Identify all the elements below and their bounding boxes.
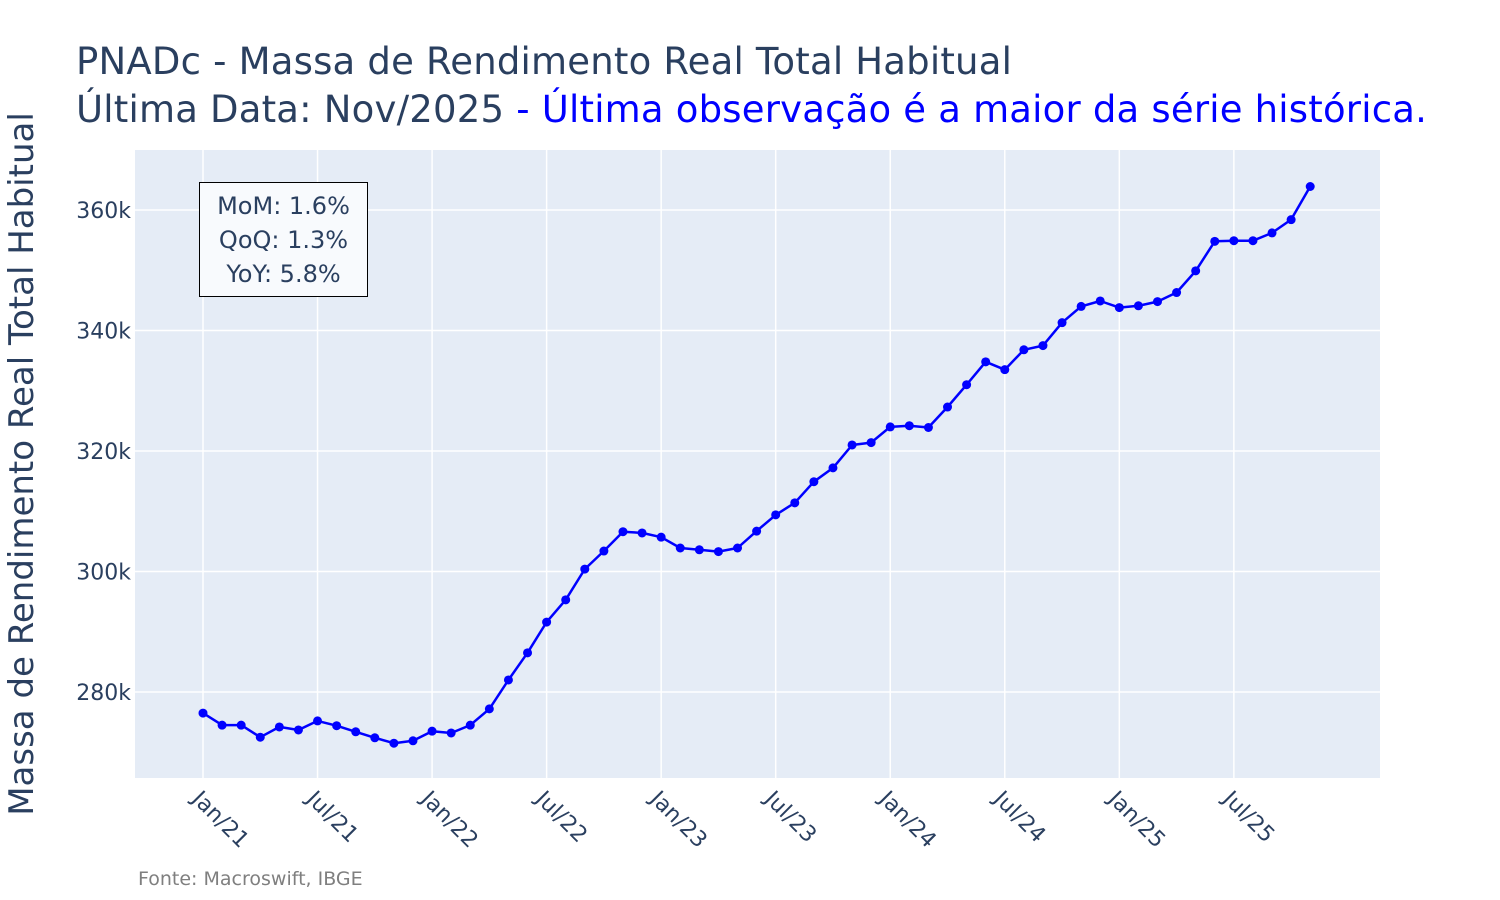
last-date-label: Última Data: Nov/2025 xyxy=(76,88,505,131)
data-point xyxy=(1038,341,1048,351)
data-point xyxy=(1153,297,1162,307)
data-point xyxy=(866,438,876,448)
data-point xyxy=(465,720,475,730)
data-point xyxy=(1095,296,1105,306)
data-point xyxy=(484,704,494,714)
y-tick-label: 280k xyxy=(76,681,131,706)
data-point xyxy=(752,526,762,536)
data-point xyxy=(675,543,685,553)
data-point xyxy=(847,440,857,450)
data-point xyxy=(637,528,647,538)
data-point xyxy=(332,721,342,731)
x-tick-label: Jul/25 xyxy=(1216,785,1279,848)
data-point xyxy=(198,708,208,718)
data-point xyxy=(1172,288,1182,298)
data-point xyxy=(1057,318,1067,328)
data-point xyxy=(923,423,933,433)
data-point xyxy=(580,564,590,574)
data-point xyxy=(370,733,380,743)
data-point xyxy=(351,727,361,737)
data-point xyxy=(618,527,628,537)
data-point xyxy=(943,402,953,412)
data-point xyxy=(236,720,246,730)
title-line-1: PNADc - Massa de Rendimento Real Total H… xyxy=(76,40,1013,83)
y-tick-label: 360k xyxy=(76,199,131,224)
data-point xyxy=(904,421,914,431)
data-point xyxy=(293,725,303,735)
data-point xyxy=(599,546,609,556)
y-tick-label: 340k xyxy=(76,320,131,345)
y-tick-label: 320k xyxy=(76,440,131,465)
mom-stat: MoM: 1.6% xyxy=(217,191,350,220)
data-point xyxy=(313,716,323,726)
data-point xyxy=(446,728,456,738)
data-point xyxy=(809,477,819,487)
data-point xyxy=(713,547,723,557)
chart-title: PNADc - Massa de Rendimento Real Total H… xyxy=(76,38,1427,134)
x-tick-label: Jan/23 xyxy=(644,785,712,853)
x-tick-label: Jul/22 xyxy=(529,785,592,848)
data-point xyxy=(1191,266,1201,276)
x-tick-label: Jul/24 xyxy=(987,785,1050,848)
data-point xyxy=(1267,228,1277,238)
x-tick-label: Jan/25 xyxy=(1102,785,1170,853)
data-point xyxy=(255,732,265,742)
data-point xyxy=(885,422,895,432)
data-point xyxy=(274,722,284,732)
data-point xyxy=(1133,301,1143,311)
data-point xyxy=(733,543,743,553)
data-point xyxy=(656,532,666,542)
x-tick-label: Jul/21 xyxy=(300,785,363,848)
data-point xyxy=(1000,365,1010,375)
x-axis-ticks: Jan/21 Jul/21 Jan/22 Jul/22 Jan/23 Jul/23 Jan/… xyxy=(185,785,1279,853)
data-point xyxy=(217,720,227,730)
y-axis-ticks: 280k 300k 320k 340k 360k xyxy=(76,199,131,706)
data-point xyxy=(1305,182,1315,192)
data-point xyxy=(503,675,513,685)
data-point xyxy=(828,463,838,473)
x-tick-label: Jan/21 xyxy=(185,785,253,853)
data-point xyxy=(1076,301,1086,311)
growth-stats-box: MoM: 1.6% QoQ: 1.3% YoY: 5.8% xyxy=(199,182,368,297)
title-line-2: Última Data: Nov/2025 - Última observaçã… xyxy=(76,86,1427,134)
data-point xyxy=(1114,303,1124,313)
data-point xyxy=(981,357,991,367)
data-point xyxy=(561,595,571,605)
yoy-stat: YoY: 5.8% xyxy=(226,259,341,288)
data-point xyxy=(1229,236,1239,246)
data-point xyxy=(389,738,399,748)
data-point xyxy=(1019,345,1029,355)
qoq-stat: QoQ: 1.3% xyxy=(218,225,349,254)
data-point xyxy=(523,648,533,658)
y-tick-label: 300k xyxy=(76,561,131,586)
record-high-note: - Última observação é a maior da série h… xyxy=(504,88,1428,131)
data-point xyxy=(427,726,437,736)
data-point xyxy=(771,510,781,520)
x-tick-label: Jul/23 xyxy=(758,785,821,848)
data-point xyxy=(408,736,418,746)
data-point xyxy=(1210,236,1220,246)
data-point xyxy=(694,545,704,555)
data-point xyxy=(1248,236,1258,246)
data-point xyxy=(1286,215,1296,225)
series-markers xyxy=(198,182,1315,748)
x-tick-label: Jan/24 xyxy=(873,785,941,853)
x-tick-label: Jan/22 xyxy=(414,785,482,853)
data-point xyxy=(790,498,800,508)
source-note: Fonte: Macroswift, IBGE xyxy=(138,868,363,890)
data-point xyxy=(962,380,972,390)
data-point xyxy=(542,617,552,627)
